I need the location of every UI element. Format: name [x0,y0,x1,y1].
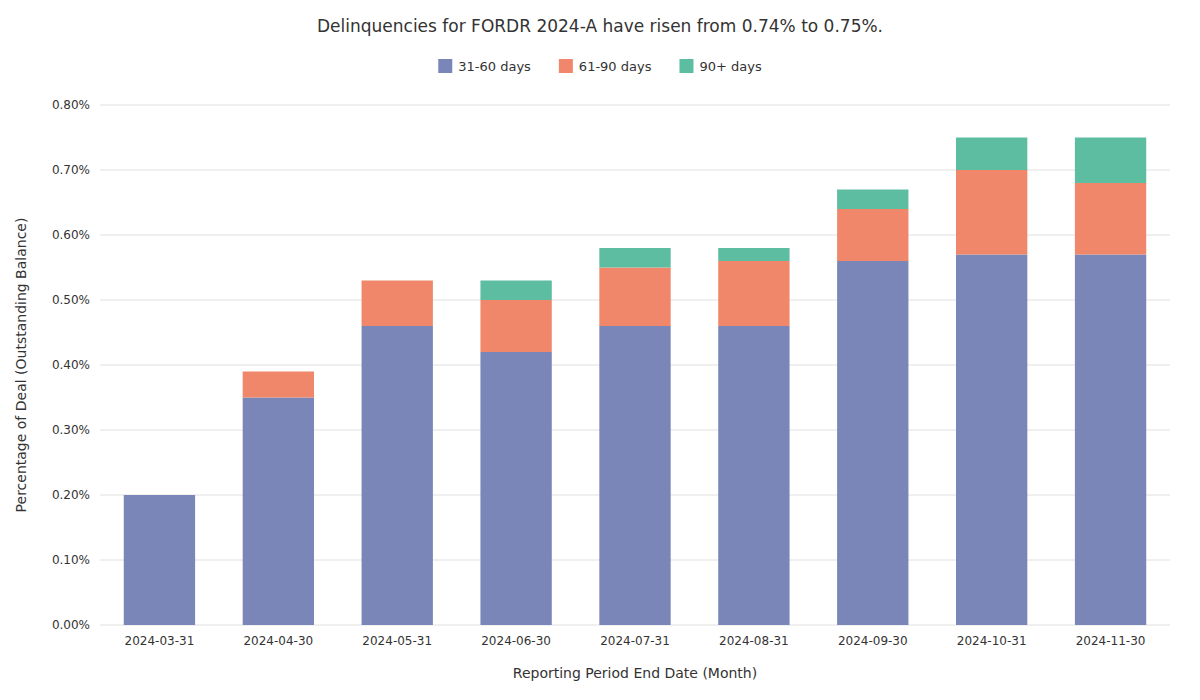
y-tick-label: 0.20% [52,488,90,502]
y-tick-label: 0.00% [52,618,90,632]
legend-swatch [679,59,693,73]
bar-segment [362,280,433,281]
legend-label: 31-60 days [458,59,531,74]
bar-segment [837,209,908,261]
bar-segment [837,190,908,210]
bar-segment [599,326,670,625]
legend-item: 61-90 days [559,59,652,74]
bar-segment [1075,138,1146,184]
bar-segment [956,255,1027,626]
x-tick-label: 2024-09-30 [838,634,908,648]
legend: 31-60 days 61-90 days 90+ days [438,59,762,74]
legend-item: 31-60 days [438,59,531,74]
bar-segment [243,398,314,626]
bar-segment [956,138,1027,171]
bar-segment [1075,255,1146,626]
legend-label: 90+ days [699,59,761,74]
bar-segment [243,371,314,372]
x-tick-label: 2024-07-31 [600,634,670,648]
bar-segment [362,281,433,327]
x-axis-label: Reporting Period End Date (Month) [513,665,757,681]
bar-segment [837,261,908,625]
bars [124,138,1146,626]
bar-segment [718,248,789,261]
y-tick-label: 0.40% [52,358,90,372]
x-tick-label: 2024-05-31 [362,634,432,648]
grid [100,105,1170,625]
y-tick-label: 0.10% [52,553,90,567]
bar-segment [599,248,670,268]
bar-segment [480,300,551,352]
y-tick-label: 0.50% [52,293,90,307]
legend-item: 90+ days [679,59,761,74]
bar-segment [718,261,789,326]
bar-segment [480,352,551,625]
x-tick-label: 2024-03-31 [125,634,195,648]
bar-segment [124,495,195,496]
x-tick-label: 2024-04-30 [243,634,313,648]
grid-line [100,105,1170,106]
y-axis-label: Percentage of Deal (Outstanding Balance) [13,218,29,513]
axes: 0.00% 0.10% 0.20% 0.30% 0.40% 0.50% 0.60% 0.70%… [52,98,1146,648]
y-tick-label: 0.60% [52,228,90,242]
bar-segment [243,372,314,398]
legend-swatch [559,59,573,73]
chart-container: Delinquencies for FORDR 2024-A have rise… [0,0,1200,700]
x-tick-label: 2024-06-30 [481,634,551,648]
bar-segment [124,495,195,625]
x-tick-label: 2024-08-31 [719,634,789,648]
y-tick-label: 0.80% [52,98,90,112]
bar-segment [599,268,670,327]
bar-segment [718,326,789,625]
chart-svg: Delinquencies for FORDR 2024-A have rise… [0,0,1200,700]
y-tick-label: 0.70% [52,163,90,177]
y-tick-label: 0.30% [52,423,90,437]
x-tick-label: 2024-10-31 [957,634,1027,648]
bar-segment [124,495,195,496]
legend-swatch [438,59,452,73]
legend-label: 61-90 days [579,59,652,74]
x-tick-label: 2024-11-30 [1076,634,1146,648]
bar-segment [362,326,433,625]
bar-segment [480,281,551,301]
title: Delinquencies for FORDR 2024-A have rise… [317,16,883,36]
bar-segment [1075,183,1146,255]
bar-segment [956,170,1027,255]
